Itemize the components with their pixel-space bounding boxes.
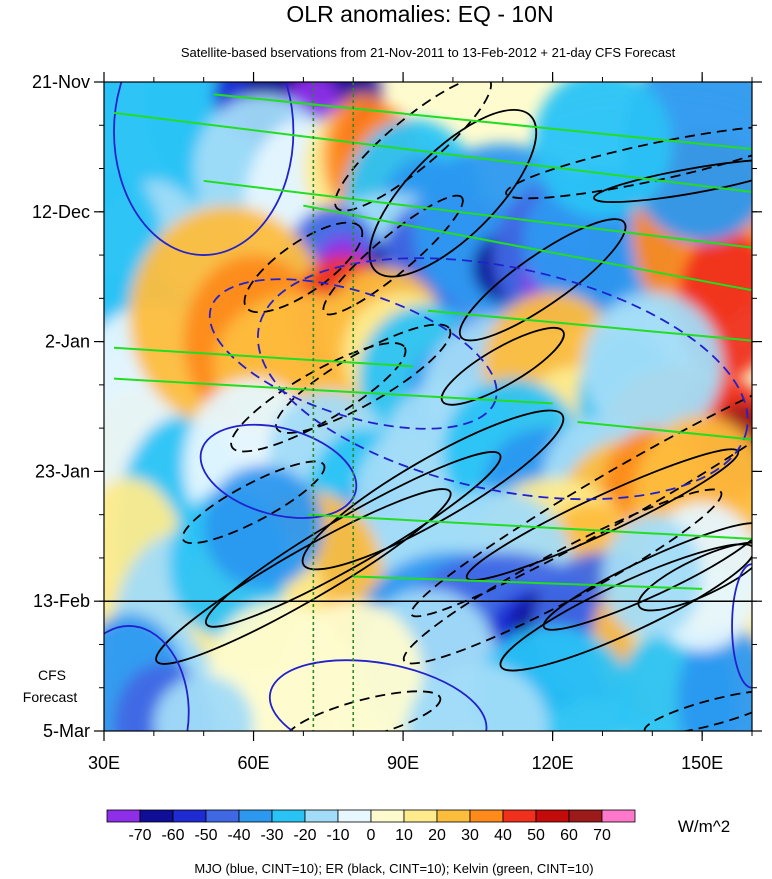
colorbar-swatch xyxy=(106,809,141,823)
colorbar-swatch xyxy=(238,809,273,823)
colorbar-label: 40 xyxy=(494,827,512,844)
colorbar-label: -20 xyxy=(293,827,316,844)
forecast-label-line-1: CFS xyxy=(38,667,66,683)
colorbar-label: -60 xyxy=(161,827,184,844)
colorbar-label: 30 xyxy=(461,827,479,844)
y-tick-label: 5-Mar xyxy=(43,721,90,741)
colorbar-swatch xyxy=(568,809,603,823)
kelvin-contour xyxy=(113,377,553,405)
er-contour xyxy=(368,108,538,278)
colorbar-swatch xyxy=(403,809,438,823)
kelvin-contour xyxy=(353,575,703,590)
y-tick-label: 12-Dec xyxy=(32,202,90,222)
colorbar-label: -10 xyxy=(326,827,349,844)
mjo-contour xyxy=(268,659,488,731)
er-contour xyxy=(243,221,364,314)
kelvin-contour xyxy=(113,111,752,194)
plot-border xyxy=(103,81,753,732)
units-label: W/m^2 xyxy=(678,817,730,836)
chart-subtitle: Satellite-based bservations from 21-Nov-… xyxy=(181,45,676,60)
filter-note: MJO (blue, CINT=10); ER (black, CINT=10)… xyxy=(194,861,593,876)
anomaly-patch xyxy=(582,292,723,441)
mjo-contour xyxy=(113,82,295,256)
er-contour xyxy=(205,451,502,628)
colorbar-swatch xyxy=(271,809,306,823)
mjo-contour xyxy=(104,625,190,731)
colorbar-swatch xyxy=(172,809,207,823)
axis-ticks: 30E 60E 90E 120E 150E 21-Nov 12-Dec 2-Jan 23-Jan… xyxy=(32,72,762,773)
kelvin-contour xyxy=(303,204,752,292)
er-contour xyxy=(155,488,452,665)
forecast-label-line-2: Forecast xyxy=(23,689,78,705)
colorbar-label: 0 xyxy=(367,827,376,844)
mjo-contour xyxy=(256,257,749,501)
x-tick-label: 90E xyxy=(387,753,419,773)
er-contour xyxy=(181,460,326,545)
kelvin-contour xyxy=(213,93,752,150)
kelvin-contour xyxy=(113,346,414,368)
x-tick-label: 30E xyxy=(88,753,120,773)
y-tick-label: 23-Jan xyxy=(35,461,90,481)
colorbar-label: 50 xyxy=(527,827,545,844)
colorbar-label: -50 xyxy=(194,827,217,844)
colorbar-swatch xyxy=(469,809,504,823)
er-contour xyxy=(275,323,452,434)
colorbar-label: -70 xyxy=(128,827,151,844)
colorbar-swatch xyxy=(337,809,372,823)
x-tick-label: 120E xyxy=(532,753,574,773)
colorbar-swatch xyxy=(139,809,174,823)
colorbar-swatch xyxy=(370,809,405,823)
er-contour xyxy=(410,362,752,618)
er-contour xyxy=(334,82,492,212)
mjo-contour xyxy=(199,423,358,519)
colorbar-swatch xyxy=(502,809,537,823)
anomaly-patch xyxy=(532,82,673,218)
er-contour xyxy=(440,327,565,406)
colorbar-swatch xyxy=(601,809,636,823)
er-contour xyxy=(637,541,752,612)
er-contour xyxy=(301,409,565,571)
colorbar-label: 20 xyxy=(428,827,446,844)
er-contour xyxy=(285,690,442,731)
er-contour xyxy=(322,194,464,316)
colorbar-label: -40 xyxy=(227,827,250,844)
er-contour xyxy=(593,158,752,203)
kelvin-contour xyxy=(308,513,752,540)
anomaly-patch xyxy=(153,675,254,731)
y-tick-label: 2-Jan xyxy=(45,332,90,352)
anomaly-patch xyxy=(408,663,548,731)
chart-title: OLR anomalies: EQ - 10N xyxy=(286,1,553,27)
kelvin-contour xyxy=(427,309,752,342)
colorbar-label: 60 xyxy=(560,827,578,844)
x-tick-label: 60E xyxy=(238,753,270,773)
colorbar: -70 -60 -50 -40 -30 -20 -10 0 10 20 30 40 50 60 70 xyxy=(106,809,636,844)
y-tick-label: 21-Nov xyxy=(32,72,90,92)
colorbar-swatch xyxy=(304,809,339,823)
colorbar-label: -30 xyxy=(260,827,283,844)
x-tick-label: 150E xyxy=(681,753,723,773)
kelvin-contour xyxy=(577,420,752,441)
colorbar-swatch xyxy=(205,809,240,823)
anomaly-patch xyxy=(203,465,324,589)
kelvin-contour xyxy=(203,179,752,249)
y-tick-label: 13-Feb xyxy=(33,591,90,611)
er-contour xyxy=(458,218,627,342)
er-contour xyxy=(230,342,407,453)
er-contour xyxy=(542,522,752,631)
colorbar-swatch xyxy=(535,809,570,823)
colorbar-label: 70 xyxy=(593,827,611,844)
plot-area xyxy=(104,82,752,731)
colorbar-label: 10 xyxy=(395,827,413,844)
colorbar-swatch xyxy=(436,809,471,823)
